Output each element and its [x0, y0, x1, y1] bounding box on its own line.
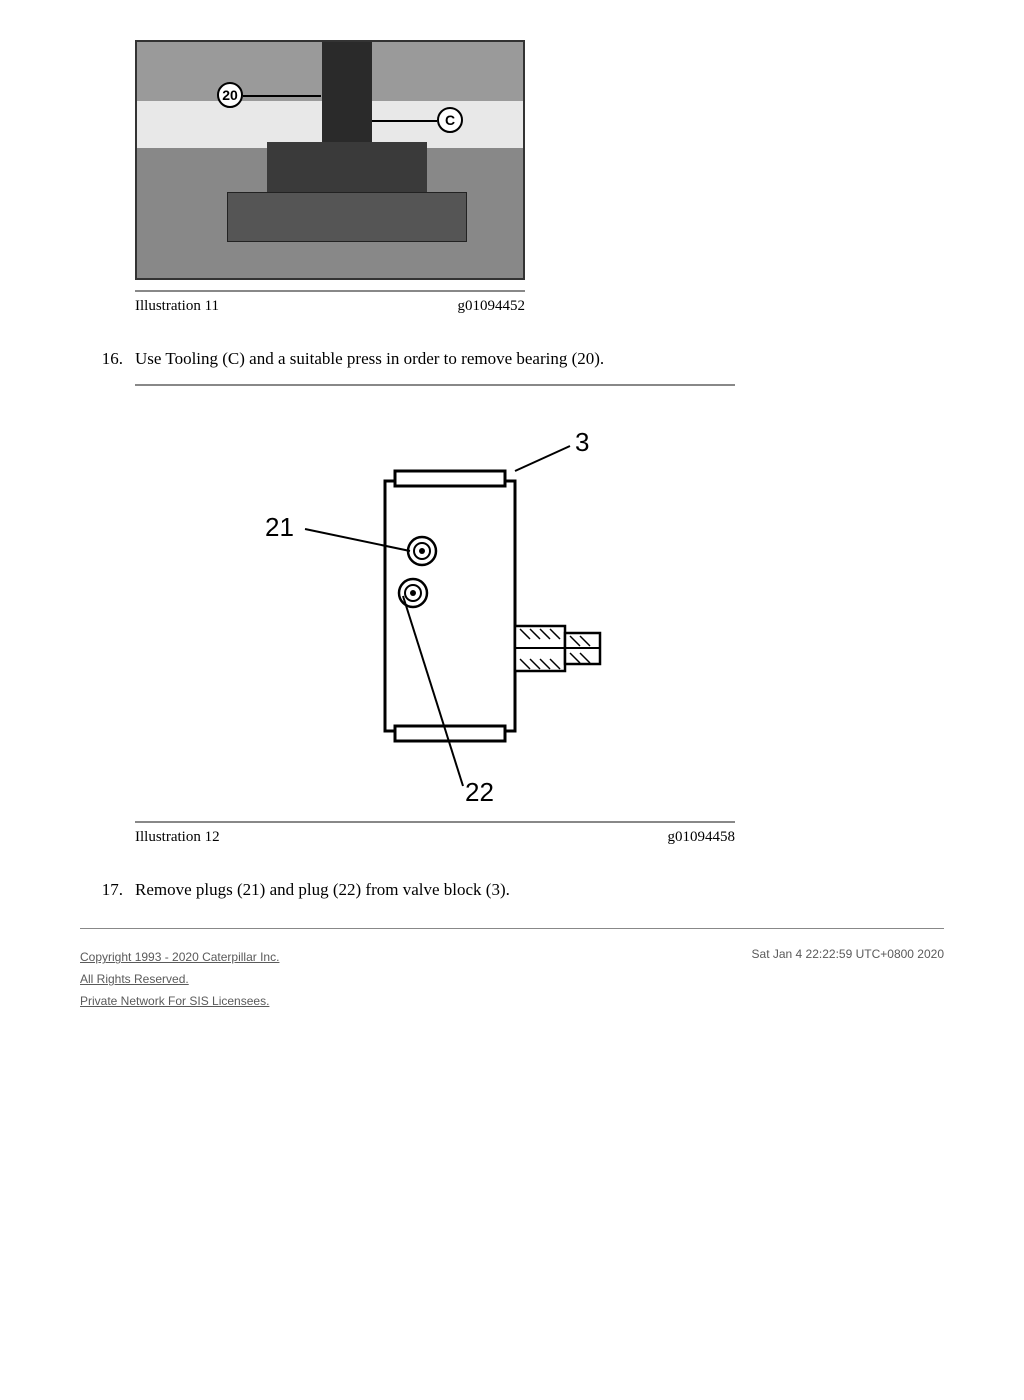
- footer-network[interactable]: Private Network For SIS Licensees.: [80, 991, 279, 1013]
- callout-22-text: 22: [465, 777, 494, 807]
- callout-20: 20: [217, 82, 243, 108]
- step-16-number: 16.: [80, 345, 135, 372]
- step-17: 17. Remove plugs (21) and plug (22) from…: [80, 876, 944, 903]
- callout-20-line: [243, 95, 321, 97]
- illustration-12-ref: g01094458: [668, 829, 736, 846]
- step-17-number: 17.: [80, 876, 135, 903]
- footer-left: Copyright 1993 - 2020 Caterpillar Inc. A…: [80, 947, 279, 1012]
- illustration-11-label: Illustration 11: [135, 298, 219, 315]
- footer-rights[interactable]: All Rights Reserved.: [80, 969, 279, 991]
- illustration-11-separator: [135, 290, 525, 292]
- illustration-12-caption: Illustration 12 g01094458: [135, 829, 735, 846]
- illustration-12-block: 3 21 22 Illustration 12 g01094458: [135, 411, 944, 846]
- section-divider-1: [135, 384, 735, 386]
- footer-divider: [80, 928, 944, 929]
- base-plate-graphic: [227, 192, 467, 242]
- illustration-11-caption: Illustration 11 g01094452: [135, 298, 525, 315]
- step-16: 16. Use Tooling (C) and a suitable press…: [80, 345, 944, 372]
- step-16-text: Use Tooling (C) and a suitable press in …: [135, 345, 944, 372]
- callout-21-text: 21: [265, 512, 294, 542]
- callout-3-text: 3: [575, 427, 589, 457]
- callout-c-line: [372, 120, 437, 122]
- press-shaft-graphic: [322, 42, 372, 142]
- illustration-12-separator: [135, 821, 735, 823]
- illustration-11-image: 20 C: [135, 40, 525, 280]
- page-footer: Copyright 1993 - 2020 Caterpillar Inc. A…: [80, 947, 944, 1012]
- illustration-12-diagram: 3 21 22: [135, 411, 735, 811]
- footer-timestamp: Sat Jan 4 22:22:59 UTC+0800 2020: [752, 947, 944, 1012]
- callout-c: C: [437, 107, 463, 133]
- step-17-text: Remove plugs (21) and plug (22) from val…: [135, 876, 944, 903]
- illustration-11-ref: g01094452: [458, 298, 526, 315]
- footer-copyright[interactable]: Copyright 1993 - 2020 Caterpillar Inc.: [80, 947, 279, 969]
- illustration-12-label: Illustration 12: [135, 829, 220, 846]
- illustration-11-block: 20 C Illustration 11 g01094452: [135, 40, 944, 315]
